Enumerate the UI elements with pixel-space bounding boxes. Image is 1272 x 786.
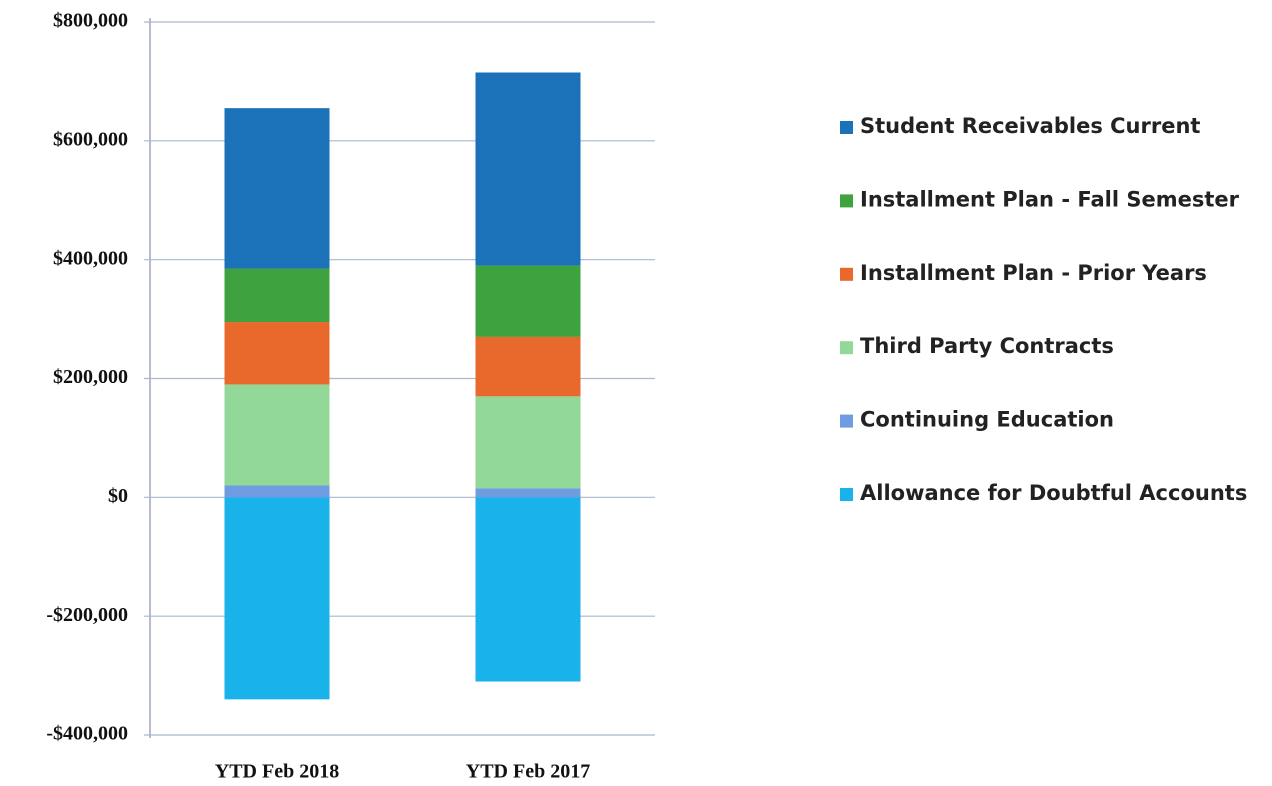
legend-swatch (840, 414, 853, 428)
legend-swatch (840, 267, 853, 281)
bar-segment (475, 497, 581, 682)
bar-segment (475, 265, 581, 337)
y-tick-label: -$200,000 (46, 604, 128, 626)
legend-swatch (840, 488, 853, 501)
x-tick-label: YTD Feb 2017 (466, 761, 590, 783)
legend-label: Allowance for Doubtful Accounts (860, 481, 1247, 505)
bar-segment (224, 384, 330, 486)
legend-label: Installment Plan - Fall Semester (860, 187, 1240, 211)
bar-segment (224, 108, 330, 269)
bar-segment (475, 336, 581, 397)
legend-label: Student Receivables Current (860, 114, 1200, 138)
y-tick-label: $200,000 (53, 366, 128, 388)
y-tick-label: $400,000 (53, 247, 128, 269)
bar-segment (224, 322, 330, 385)
legend-swatch (840, 121, 853, 134)
x-tick-label: YTD Feb 2018 (215, 761, 339, 783)
legend-label: Installment Plan - Prior Years (860, 261, 1207, 285)
y-tick-label: $0 (108, 485, 128, 507)
legend-label: Continuing Education (860, 408, 1114, 432)
legend-swatch (840, 341, 853, 355)
legend-label: Third Party Contracts (860, 334, 1114, 358)
bar-segment (224, 485, 330, 498)
bar-segment (475, 488, 581, 498)
y-tick-label: $800,000 (53, 10, 128, 32)
bar-segment (224, 268, 330, 323)
bar-segment (224, 497, 330, 700)
y-tick-label: $600,000 (53, 128, 128, 150)
y-tick-label: -$400,000 (46, 723, 128, 745)
bar-segment (475, 72, 581, 266)
legend-swatch (840, 194, 853, 208)
bar-segment (475, 396, 581, 489)
